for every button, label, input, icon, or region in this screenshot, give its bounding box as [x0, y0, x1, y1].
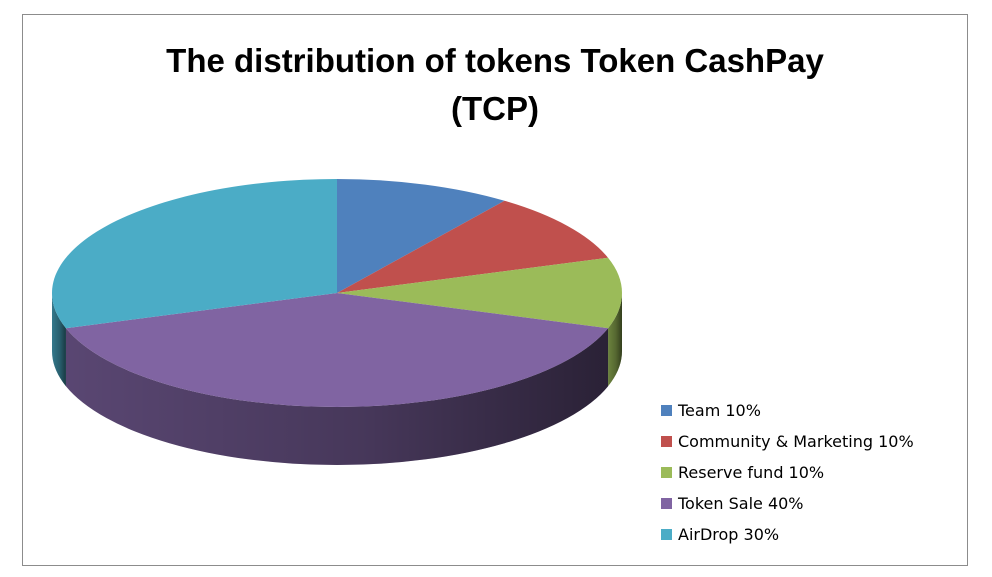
legend-swatch-community-marketing — [661, 436, 672, 447]
pie-chart-plot — [51, 178, 622, 465]
legend-label-airdrop: AirDrop 30% — [678, 525, 780, 544]
legend-swatch-team — [661, 405, 672, 416]
legend-label-community-marketing: Community & Marketing 10% — [678, 432, 914, 451]
pie-slice-community-marketing-10 — [337, 200, 609, 293]
legend-label-reserve-fund: Reserve fund 10% — [678, 463, 825, 482]
legend-label-team: Team 10% — [678, 401, 761, 420]
pie-slice-team-10 — [337, 179, 505, 293]
pie-slice-token-sale-40 — [65, 293, 609, 407]
pie-side-shading-reserve-fund-10 — [608, 293, 622, 387]
legend-swatch-airdrop — [661, 529, 672, 540]
legend-item-community-marketing: Community & Marketing 10% — [661, 426, 961, 457]
pie-slice-airdrop-30 — [51, 178, 337, 329]
pie-side-shading-token-sale-40 — [65, 328, 609, 465]
legend-item-airdrop: AirDrop 30% — [661, 519, 961, 550]
pie-sides — [52, 293, 622, 465]
legend-label-token-sale: Token Sale 40% — [678, 494, 804, 513]
chart-title-line-2: (TCP) — [451, 90, 539, 127]
legend-item-team: Team 10% — [661, 395, 961, 426]
chart-frame: The distribution of tokens Token CashPay… — [22, 14, 968, 566]
pie-slices — [51, 178, 622, 407]
legend-swatch-token-sale — [661, 498, 672, 509]
legend-swatch-reserve-fund — [661, 467, 672, 478]
pie-side-shading-airdrop-30 — [52, 293, 66, 387]
legend-item-token-sale: Token Sale 40% — [661, 488, 961, 519]
legend: Team 10% Community & Marketing 10% Reser… — [661, 395, 961, 550]
pie-slice-reserve-fund-10 — [337, 257, 622, 329]
legend-item-reserve-fund: Reserve fund 10% — [661, 457, 961, 488]
chart-title: The distribution of tokens Token CashPay… — [23, 37, 967, 133]
chart-title-line-1: The distribution of tokens Token CashPay — [166, 42, 824, 79]
